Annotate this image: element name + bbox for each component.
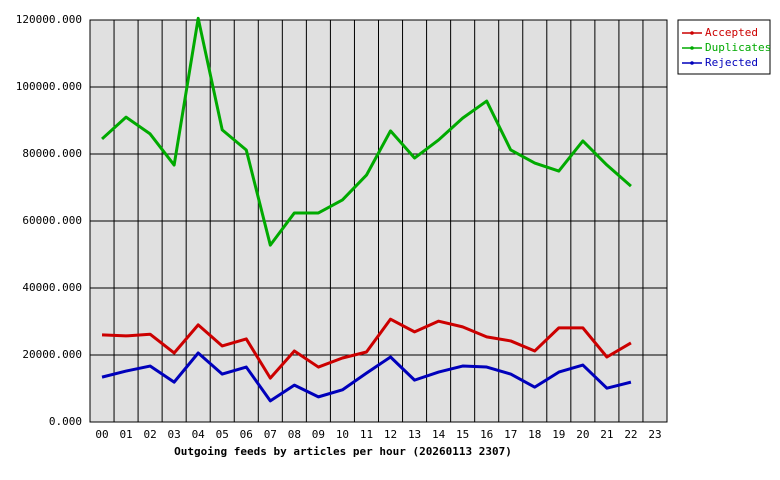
x-tick-label: 19 (552, 428, 565, 441)
x-tick-label: 08 (288, 428, 301, 441)
y-tick-label: 80000.000 (22, 147, 82, 160)
y-tick-label: 40000.000 (22, 281, 82, 294)
y-tick-label: 60000.000 (22, 214, 82, 227)
legend-dot (690, 31, 694, 35)
x-tick-label: 06 (240, 428, 253, 441)
x-tick-label: 15 (456, 428, 469, 441)
x-tick-label: 16 (480, 428, 493, 441)
x-tick-label: 10 (336, 428, 349, 441)
legend-dot (690, 46, 694, 50)
legend-dot (690, 61, 694, 65)
series-line (101, 16, 632, 247)
x-tick-label: 01 (119, 428, 132, 441)
x-tick-label: 03 (168, 428, 181, 441)
x-tick-label: 22 (624, 428, 637, 441)
x-tick-label: 18 (528, 428, 541, 441)
plot-border (89, 19, 668, 423)
x-tick-label: 02 (143, 428, 156, 441)
y-tick-label: 120000.000 (16, 13, 82, 26)
y-tick-label: 20000.000 (22, 348, 82, 361)
x-tick-label: 11 (360, 428, 373, 441)
x-tick-label: 23 (648, 428, 661, 441)
x-tick-label: 13 (408, 428, 421, 441)
y-tick-label: 0.000 (49, 415, 82, 428)
x-tick-label: 09 (312, 428, 325, 441)
x-tick-label: 04 (192, 428, 206, 441)
legend-label: Accepted (705, 26, 758, 39)
x-tick-label: 21 (600, 428, 613, 441)
x-tick-label: 07 (264, 428, 277, 441)
x-tick-label: 14 (432, 428, 446, 441)
x-tick-label: 05 (216, 428, 229, 441)
x-tick-label: 00 (95, 428, 108, 441)
x-tick-label: 20 (576, 428, 589, 441)
legend-label: Rejected (705, 56, 758, 69)
chart-title: Outgoing feeds by articles per hour (202… (174, 445, 512, 458)
x-tick-label: 12 (384, 428, 397, 441)
series-line (101, 317, 632, 380)
x-tick-label: 17 (504, 428, 517, 441)
y-tick-label: 100000.000 (16, 80, 82, 93)
legend-label: Duplicates (705, 41, 771, 54)
series-line (101, 351, 632, 403)
